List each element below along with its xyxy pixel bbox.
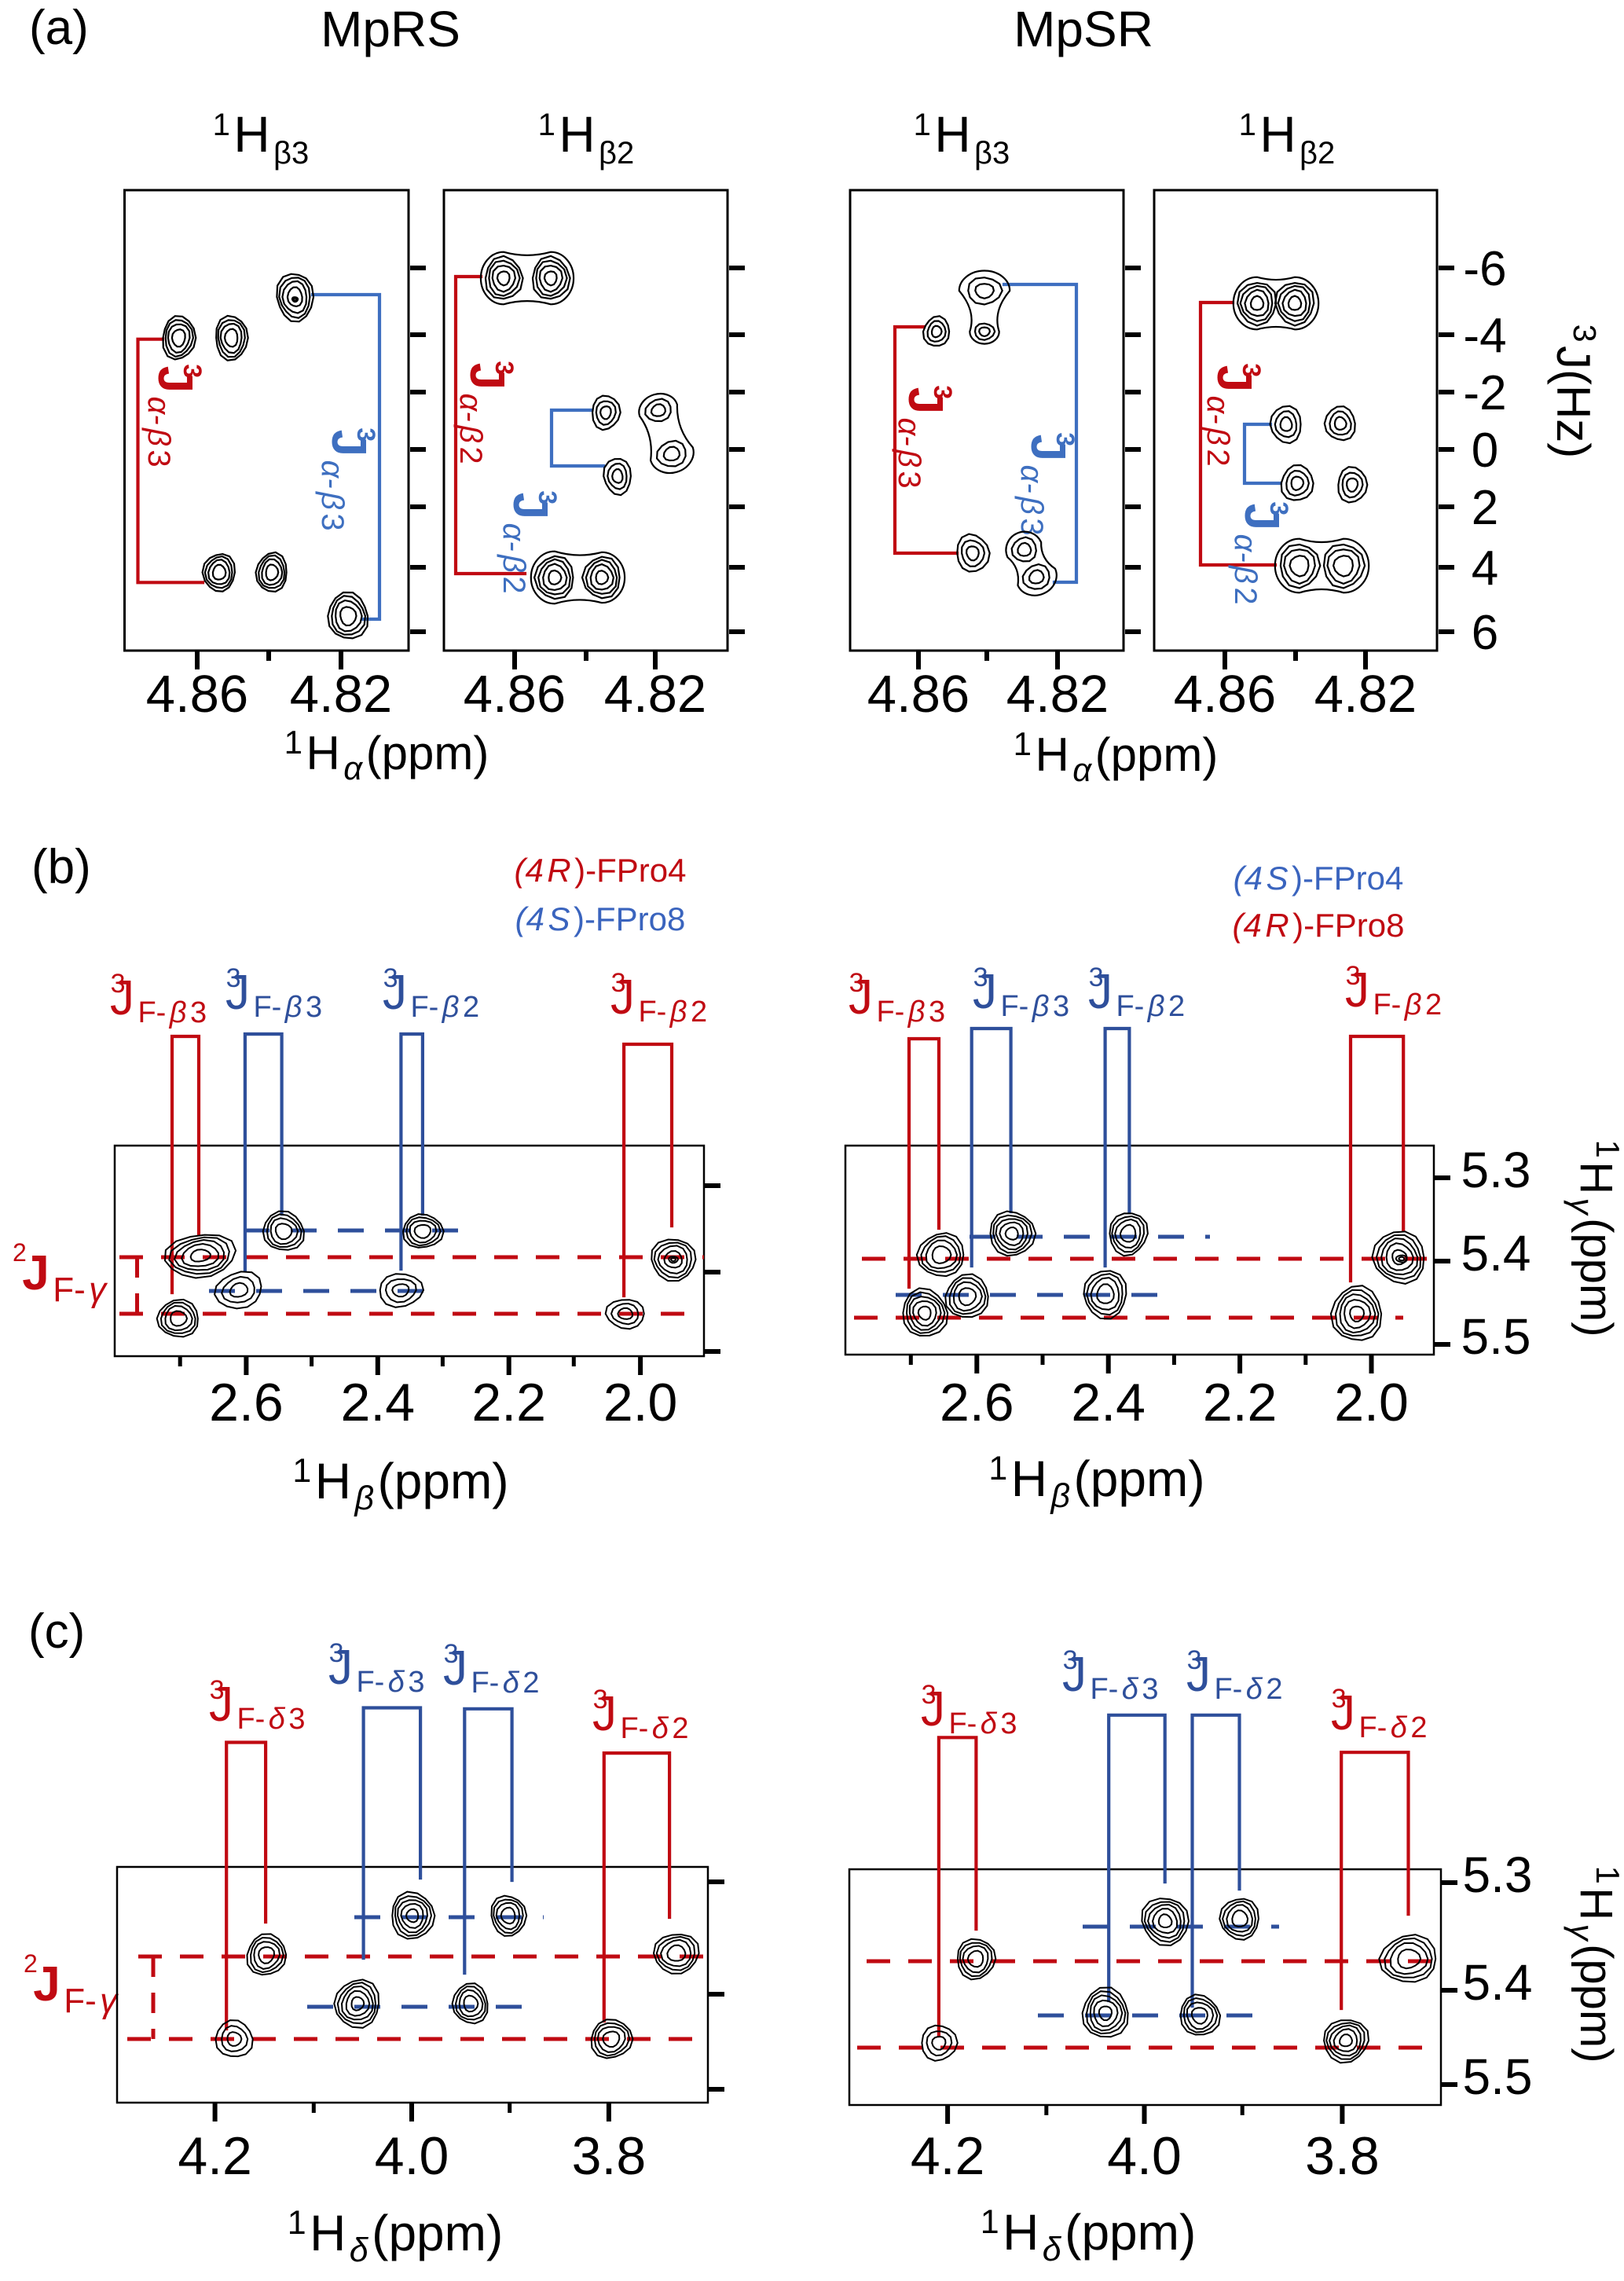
svg-text:4.2: 4.2	[911, 2126, 985, 2186]
svg-text:3 J F- δ 3: 3 J F- δ 3	[328, 1638, 425, 1699]
svg-text:5.5: 5.5	[1463, 2048, 1533, 2105]
svg-text:1 H β2: 1 H β2	[538, 106, 635, 171]
svg-text:1 H β2: 1 H β2	[1239, 106, 1336, 171]
svg-text:3.8: 3.8	[572, 2126, 647, 2186]
svg-text:MpRS: MpRS	[321, 1, 460, 57]
svg-text:3 J F- β 2: 3 J F- β 2	[383, 963, 479, 1024]
svg-text:2 J F- γ: 2 J F- γ	[13, 1238, 108, 1309]
svg-text:-2: -2	[1463, 366, 1506, 420]
svg-text:1 H β3: 1 H β3	[213, 106, 310, 171]
svg-text:0: 0	[1472, 424, 1498, 478]
svg-text:3 J F- β 3: 3 J F- β 3	[973, 963, 1069, 1023]
svg-text:1 H α (ppm): 1 H α (ppm)	[284, 724, 489, 787]
svg-text:2.2: 2.2	[1203, 1373, 1278, 1432]
svg-text:3 J F- β 2: 3 J F- β 2	[610, 968, 707, 1029]
svg-text:3 J α- β 2: 3 J α- β 2	[1201, 363, 1266, 466]
svg-text:3 J F- β 2: 3 J F- β 2	[1345, 961, 1442, 1021]
svg-text:2: 2	[1472, 481, 1498, 535]
svg-text:-6: -6	[1463, 242, 1506, 296]
svg-text:2.0: 2.0	[603, 1373, 678, 1432]
svg-text:4.86: 4.86	[867, 665, 970, 724]
svg-text:2 J F- γ: 2 J F- γ	[24, 1949, 119, 2020]
svg-text:5.5: 5.5	[1461, 1308, 1531, 1365]
svg-text:3 J F- β 2: 3 J F- β 2	[1088, 963, 1185, 1023]
svg-text:3 J F- δ 2: 3 J F- δ 2	[1331, 1684, 1428, 1744]
svg-text:1 H δ (ppm): 1 H δ (ppm)	[981, 2203, 1197, 2268]
svg-text:4.82: 4.82	[290, 665, 392, 724]
svg-text:1 H β3: 1 H β3	[914, 106, 1010, 171]
svg-text:4.82: 4.82	[1006, 665, 1109, 724]
svg-text:(4 R )-FPro4: (4 R )-FPro4	[515, 852, 687, 889]
svg-text:1 H β (ppm): 1 H β (ppm)	[292, 1452, 508, 1517]
svg-text:3 J F- δ 2: 3 J F- δ 2	[592, 1685, 689, 1745]
svg-text:3 J α- β 2: 3 J α- β 2	[453, 361, 519, 464]
svg-text:(c): (c)	[28, 1604, 85, 1659]
svg-text:3 J F- δ 3: 3 J F- δ 3	[921, 1680, 1017, 1740]
svg-text:3 J F- δ 3: 3 J F- δ 3	[209, 1675, 306, 1736]
svg-text:5.4: 5.4	[1463, 1954, 1533, 2011]
svg-text:4.0: 4.0	[375, 2126, 449, 2186]
svg-text:3 J α- β 2: 3 J α- β 2	[1228, 501, 1293, 604]
svg-text:MpSR: MpSR	[1014, 1, 1153, 57]
svg-text:2.2: 2.2	[471, 1373, 546, 1432]
svg-text:4.86: 4.86	[146, 665, 248, 724]
svg-text:3 J α- β 3: 3 J α- β 3	[892, 385, 957, 488]
svg-text:2.0: 2.0	[1334, 1373, 1409, 1432]
svg-text:5.3: 5.3	[1461, 1142, 1531, 1198]
svg-text:3 J F- δ 2: 3 J F- δ 2	[443, 1639, 540, 1700]
svg-text:4.86: 4.86	[464, 665, 566, 724]
svg-text:5.4: 5.4	[1461, 1225, 1531, 1282]
svg-text:3 J F- β 3: 3 J F- β 3	[110, 969, 207, 1029]
svg-text:2.4: 2.4	[1071, 1373, 1146, 1432]
svg-text:3 J α- β 2: 3 J α- β 2	[497, 490, 562, 593]
svg-text:3 J F- δ 2: 3 J F- δ 2	[1186, 1645, 1283, 1706]
svg-text:3 J F- β 3: 3 J F- β 3	[849, 968, 945, 1029]
svg-text:(b): (b)	[31, 840, 91, 894]
svg-text:6: 6	[1472, 606, 1498, 660]
svg-text:1 H γ (ppm): 1 H γ (ppm)	[1564, 1865, 1624, 2063]
svg-text:4.82: 4.82	[604, 665, 706, 724]
svg-text:1 H γ (ppm): 1 H γ (ppm)	[1564, 1139, 1624, 1337]
svg-text:3.8: 3.8	[1305, 2126, 1380, 2186]
svg-text:4.82: 4.82	[1314, 665, 1417, 724]
svg-text:3 J F- δ 3: 3 J F- δ 3	[1062, 1645, 1159, 1706]
svg-text:3 J α- β 3: 3 J α- β 3	[315, 427, 380, 530]
svg-text:-4: -4	[1463, 309, 1506, 363]
svg-text:1 H β (ppm): 1 H β (ppm)	[988, 1450, 1204, 1515]
svg-text:4.2: 4.2	[178, 2126, 252, 2186]
svg-text:3 J α- β 3: 3 J α- β 3	[1014, 432, 1080, 535]
svg-text:4.0: 4.0	[1107, 2126, 1182, 2186]
svg-text:(4 S )-FPro4: (4 S )-FPro4	[1234, 860, 1404, 897]
svg-text:4: 4	[1472, 541, 1498, 596]
svg-text:2.6: 2.6	[209, 1373, 284, 1432]
svg-text:3 J(Hz): 3 J(Hz)	[1547, 325, 1603, 459]
svg-text:2.4: 2.4	[341, 1373, 416, 1432]
svg-text:2.6: 2.6	[940, 1373, 1014, 1432]
svg-text:4.86: 4.86	[1174, 665, 1276, 724]
svg-text:(4 R )-FPro8: (4 R )-FPro8	[1233, 907, 1405, 944]
svg-text:3 J F- β 3: 3 J F- β 3	[225, 963, 322, 1024]
svg-text:1 H δ (ppm): 1 H δ (ppm)	[288, 2204, 504, 2269]
svg-text:(4 S )-FPro8: (4 S )-FPro8	[515, 900, 686, 937]
svg-text:3 J α- β 3: 3 J α- β 3	[141, 364, 207, 467]
svg-text:1 H α (ppm): 1 H α (ppm)	[1014, 725, 1219, 788]
svg-text:(a): (a)	[29, 1, 89, 55]
svg-text:5.3: 5.3	[1463, 1846, 1533, 1903]
